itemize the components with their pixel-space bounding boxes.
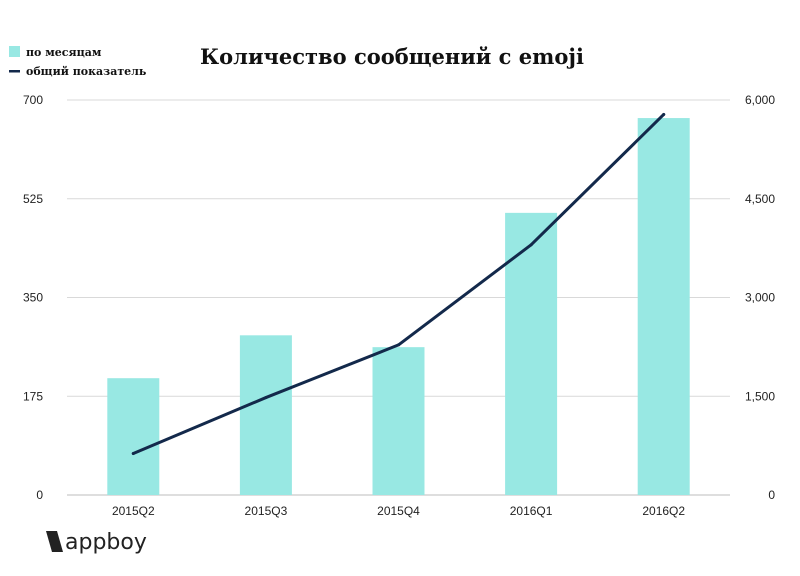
- y-left-tick-label: 350: [23, 291, 43, 305]
- line-point: [264, 396, 268, 400]
- legend-label-bars: по месяцам: [26, 46, 102, 59]
- bar-series: [107, 118, 690, 496]
- logo-text: appboy: [65, 530, 147, 555]
- x-axis-ticks: 2015Q2 2015Q3 2015Q4 2016Q1 2016Q2: [112, 504, 685, 518]
- y-right-tick-label: 1,500: [745, 389, 775, 403]
- y-right-tick-label: 6,000: [745, 93, 775, 107]
- left-axis-ticks: 0 175 350 525 700: [23, 93, 43, 502]
- y-right-tick-label: 0: [768, 488, 775, 502]
- x-tick-label: 2015Q4: [377, 504, 420, 518]
- y-left-tick-label: 700: [23, 93, 43, 107]
- legend: по месяцам общий показатель: [9, 46, 147, 78]
- legend-swatch-bars: [9, 46, 20, 57]
- bar: [505, 212, 558, 495]
- line-point: [131, 452, 135, 456]
- y-left-tick-label: 0: [36, 488, 43, 502]
- bar: [637, 118, 690, 496]
- y-right-tick-label: 3,000: [745, 291, 775, 305]
- x-tick-label: 2016Q1: [510, 504, 553, 518]
- line-point: [662, 112, 666, 116]
- x-tick-label: 2015Q2: [112, 504, 155, 518]
- bar: [372, 347, 425, 495]
- legend-label-line: общий показатель: [26, 65, 147, 78]
- logo-mark-icon: [46, 531, 63, 552]
- line-point: [529, 243, 533, 247]
- x-tick-label: 2015Q3: [245, 504, 288, 518]
- y-right-tick-label: 4,500: [745, 192, 775, 206]
- line-point: [397, 343, 400, 347]
- y-left-tick-label: 525: [23, 192, 43, 206]
- y-left-tick-label: 175: [23, 389, 43, 403]
- line-series: [131, 112, 666, 456]
- appboy-logo: appboy: [46, 530, 147, 555]
- right-axis-ticks: 0 1,500 3,000 4,500 6,000: [745, 93, 775, 502]
- bar: [107, 378, 160, 495]
- gridlines: [67, 99, 730, 496]
- chart-title: Количество сообщений с emoji: [200, 44, 584, 69]
- legend-swatch-line: [9, 70, 20, 73]
- bar: [239, 335, 292, 495]
- x-tick-label: 2016Q2: [642, 504, 685, 518]
